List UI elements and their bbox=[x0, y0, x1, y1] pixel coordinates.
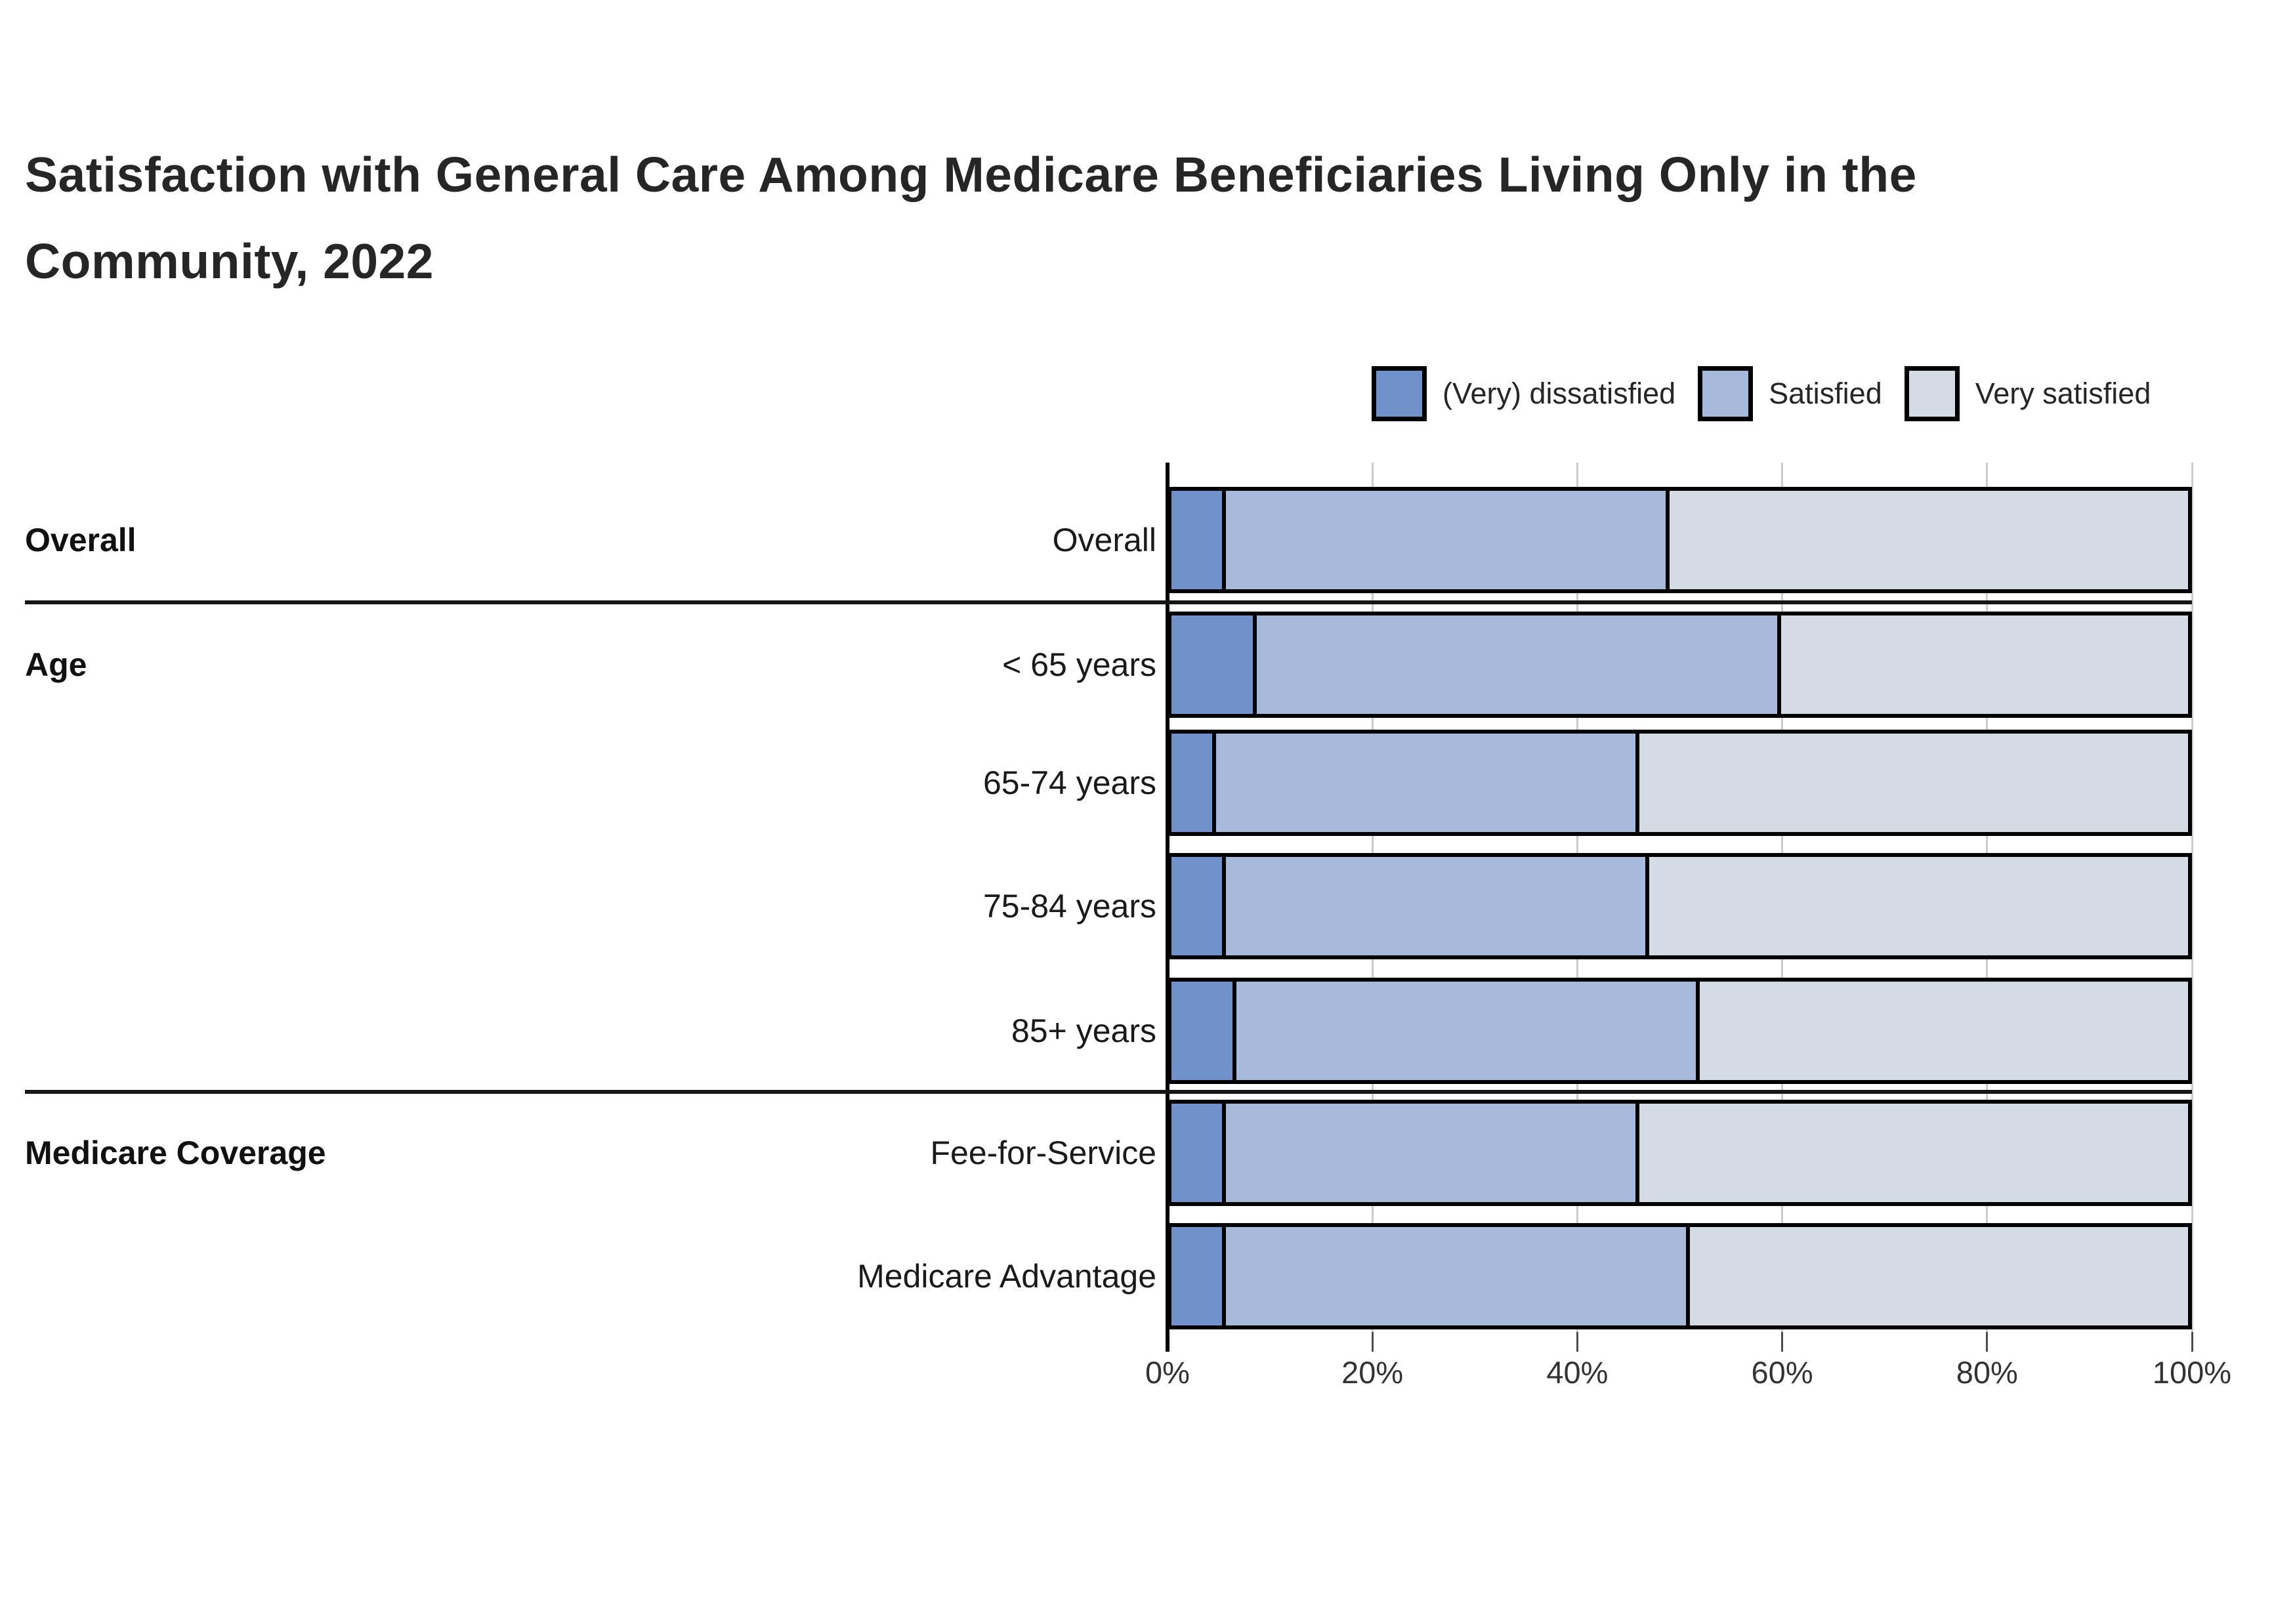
legend-label-very-dissatisfied: (Very) dissatisfied bbox=[1442, 377, 1676, 410]
bar-65-74-years bbox=[1168, 730, 2192, 836]
legend-label-very-satisfied: Very satisfied bbox=[1975, 377, 2151, 410]
legend-item-very-dissatisfied: (Very) dissatisfied bbox=[1372, 366, 1675, 421]
bar-segment-very-satisfied bbox=[1781, 615, 2188, 714]
bar-segment-very-dissatisfied bbox=[1171, 1227, 1223, 1325]
legend-item-very-satisfied: Very satisfied bbox=[1904, 366, 2151, 421]
legend-swatch-very-dissatisfied bbox=[1372, 366, 1427, 421]
group-label-age: Age bbox=[25, 646, 87, 683]
bar-segment-very-satisfied bbox=[1639, 734, 2188, 832]
legend-item-satisfied: Satisfied bbox=[1698, 366, 1882, 421]
row-label-fee-for-service: Fee-for-Service bbox=[930, 1135, 1156, 1171]
tick-60 bbox=[1781, 1332, 1784, 1352]
bar-segment-very-dissatisfied bbox=[1171, 982, 1232, 1080]
tick-20 bbox=[1371, 1332, 1374, 1352]
bar-segment-very-dissatisfied bbox=[1171, 1104, 1223, 1202]
bar-85-years bbox=[1168, 978, 2192, 1084]
bar-65-years bbox=[1168, 612, 2192, 718]
chart-title-line-1: Satisfaction with General Care Among Med… bbox=[25, 147, 1917, 202]
bar-segment-satisfied bbox=[1222, 1104, 1639, 1202]
bar-segment-very-satisfied bbox=[1649, 857, 2188, 955]
row-label-overall: Overall bbox=[1052, 522, 1156, 558]
row-label-medicare-advantage: Medicare Advantage bbox=[857, 1258, 1156, 1295]
bar-medicare-advantage bbox=[1168, 1223, 2192, 1329]
tick-label-100: 100% bbox=[2152, 1355, 2232, 1390]
group-label-medicare-coverage: Medicare Coverage bbox=[25, 1135, 326, 1171]
tick-label-0: 0% bbox=[1145, 1355, 1190, 1390]
group-separator-medicare-coverage bbox=[25, 1090, 2192, 1094]
bar-segment-very-satisfied bbox=[1700, 982, 2188, 1080]
bar-segment-satisfied bbox=[1222, 857, 1650, 955]
legend: (Very) dissatisfied Satisfied Very satisfi… bbox=[1372, 366, 2151, 421]
row-label-85-years: 85+ years bbox=[1011, 1012, 1156, 1049]
bar-75-84-years bbox=[1168, 853, 2192, 959]
bar-segment-very-satisfied bbox=[1689, 1227, 2188, 1325]
legend-label-satisfied: Satisfied bbox=[1769, 377, 1882, 410]
tick-label-60: 60% bbox=[1751, 1355, 1813, 1390]
tick-40 bbox=[1576, 1332, 1578, 1352]
gridline-100 bbox=[2191, 463, 2193, 1332]
bar-segment-satisfied bbox=[1232, 982, 1700, 1080]
group-separator-age bbox=[25, 600, 2192, 604]
bar-segment-satisfied bbox=[1252, 615, 1782, 714]
tick-label-80: 80% bbox=[1956, 1355, 2018, 1390]
legend-swatch-satisfied bbox=[1698, 366, 1754, 421]
bar-segment-satisfied bbox=[1222, 491, 1670, 589]
bar-overall bbox=[1168, 487, 2192, 593]
legend-swatch-very-satisfied bbox=[1904, 366, 1960, 421]
tick-label-20: 20% bbox=[1341, 1355, 1404, 1390]
tick-80 bbox=[1986, 1332, 1989, 1352]
row-label-75-84-years: 75-84 years bbox=[982, 888, 1156, 925]
row-label-65-years: < 65 years bbox=[1002, 646, 1156, 683]
bar-segment-very-dissatisfied bbox=[1171, 615, 1253, 714]
bar-segment-satisfied bbox=[1222, 1227, 1690, 1325]
tick-label-40: 40% bbox=[1546, 1355, 1609, 1390]
chart-title-line-2: Community, 2022 bbox=[25, 234, 434, 289]
chart-title: Satisfaction with General Care Among Med… bbox=[25, 131, 2243, 304]
bar-fee-for-service bbox=[1168, 1100, 2192, 1206]
bar-segment-very-satisfied bbox=[1639, 1104, 2188, 1202]
bar-segment-very-dissatisfied bbox=[1171, 734, 1212, 832]
bar-segment-very-dissatisfied bbox=[1171, 491, 1223, 589]
bar-segment-very-satisfied bbox=[1669, 491, 2188, 589]
group-label-overall: Overall bbox=[25, 522, 137, 558]
bar-segment-satisfied bbox=[1211, 734, 1639, 832]
bar-segment-very-dissatisfied bbox=[1171, 857, 1223, 955]
tick-100 bbox=[2191, 1332, 2193, 1352]
row-label-65-74-years: 65-74 years bbox=[982, 764, 1156, 801]
